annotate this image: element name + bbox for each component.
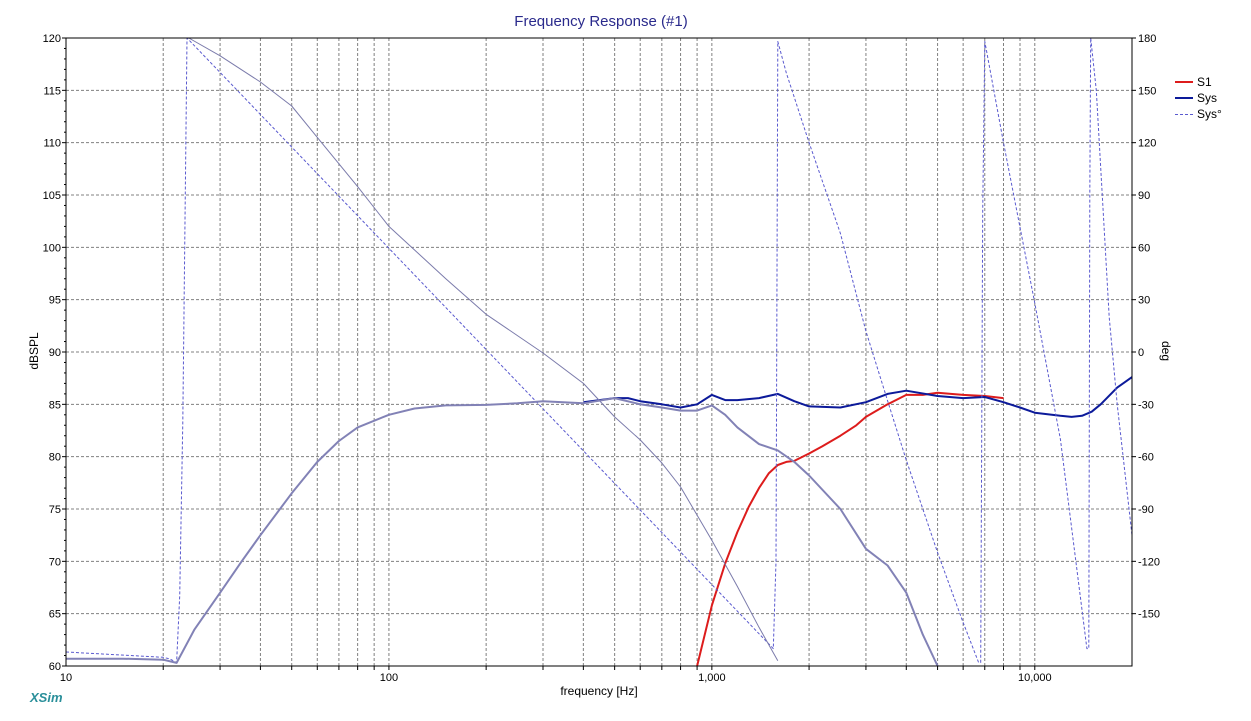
- series-3-line: [188, 37, 779, 662]
- y2-tick-label: -90: [1138, 504, 1154, 516]
- y-tick-label: 70: [49, 556, 61, 568]
- y-tick-label: 85: [49, 399, 61, 411]
- y-tick-label: 60: [49, 661, 61, 673]
- y2-tick-label: 180: [1138, 33, 1156, 45]
- legend-swatch-s1: [1175, 81, 1193, 83]
- chart-title: Frequency Response (#1): [514, 13, 688, 30]
- y-tick-label: 90: [49, 347, 61, 359]
- y2-tick-label: 0: [1138, 347, 1144, 359]
- y-tick-label: 80: [49, 452, 61, 464]
- y-tick-label: 75: [49, 504, 61, 516]
- y-tick-label: 115: [43, 85, 61, 97]
- axis-ticks: 6065707580859095100105110115120-150-120-…: [43, 33, 1160, 684]
- y2-tick-label: -120: [1138, 556, 1160, 568]
- y2-tick-label: 90: [1138, 190, 1150, 202]
- y2-tick-label: -60: [1138, 452, 1154, 464]
- y-tick-label: 120: [43, 33, 61, 45]
- legend-label-sys-phase: Sys°: [1197, 107, 1222, 121]
- y2-tick-label: 120: [1138, 138, 1156, 150]
- legend-entry-sys-phase: Sys°: [1175, 106, 1222, 122]
- xsim-logo: XSim: [30, 690, 63, 705]
- grid: [66, 38, 1132, 666]
- series-sys-line: [65, 37, 1133, 663]
- x-tick-label: 1,000: [698, 672, 726, 684]
- x-axis-label: frequency [Hz]: [560, 684, 638, 698]
- y-axis-label: dBSPL: [27, 332, 41, 370]
- y2-tick-label: -30: [1138, 399, 1154, 411]
- legend-swatch-sys: [1175, 97, 1193, 99]
- y2-tick-label: 60: [1138, 242, 1150, 254]
- legend-entry-s1: S1: [1175, 74, 1222, 90]
- x-tick-label: 100: [380, 672, 398, 684]
- series-sys-line: [583, 376, 1133, 418]
- y-tick-label: 110: [43, 138, 61, 150]
- series-s1-line: [696, 391, 1004, 667]
- legend-swatch-sys-phase: [1175, 113, 1193, 115]
- y2-tick-label: 30: [1138, 295, 1150, 307]
- y-tick-label: 100: [43, 242, 61, 254]
- legend: S1 Sys Sys°: [1175, 74, 1222, 122]
- legend-label-sys: Sys: [1197, 91, 1218, 105]
- y2-axis-label: deg: [1159, 340, 1173, 362]
- legend-entry-sys: Sys: [1175, 90, 1222, 106]
- x-tick-label: 10,000: [1018, 672, 1052, 684]
- y-tick-label: 65: [49, 609, 61, 621]
- x-tick-label: 10: [60, 672, 72, 684]
- y-tick-label: 95: [49, 295, 61, 307]
- y2-tick-label: 150: [1138, 85, 1156, 97]
- series-4-line: [66, 397, 939, 667]
- y2-tick-label: -150: [1138, 609, 1160, 621]
- legend-label-s1: S1: [1197, 75, 1212, 89]
- y-tick-label: 105: [43, 190, 61, 202]
- series-layer: [65, 37, 1133, 667]
